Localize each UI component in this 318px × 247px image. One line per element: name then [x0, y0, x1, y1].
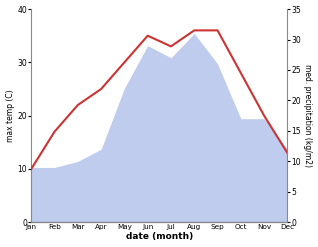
X-axis label: date (month): date (month) — [126, 232, 193, 242]
Y-axis label: max temp (C): max temp (C) — [5, 89, 15, 142]
Y-axis label: med. precipitation (kg/m2): med. precipitation (kg/m2) — [303, 64, 313, 167]
